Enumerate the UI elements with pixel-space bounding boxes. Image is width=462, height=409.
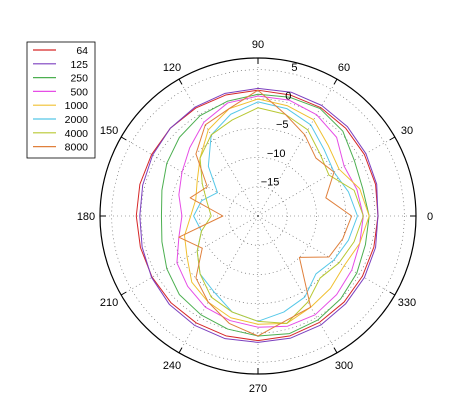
angle-tick-mark	[178, 78, 183, 85]
legend-label: 250	[70, 73, 88, 85]
grid-circle	[140, 98, 376, 334]
angle-tick-mark	[120, 136, 127, 141]
angle-tick-labels: 0 30 60 90 120 150 180 210 240 270 300 330	[77, 39, 433, 395]
angle-label: 30	[401, 125, 413, 137]
angle-label: 60	[338, 62, 350, 74]
series-line-500	[176, 95, 364, 328]
legend-label: 8000	[65, 142, 89, 154]
series-line-2000	[193, 101, 358, 322]
angle-label: 330	[398, 297, 416, 309]
legend-label: 2000	[65, 114, 89, 126]
legend-label: 64	[76, 45, 88, 57]
legend-label: 1000	[65, 100, 89, 112]
angle-label: 0	[427, 211, 433, 223]
series-line-8000	[178, 89, 353, 337]
angle-tick-mark	[389, 136, 396, 141]
angle-tick-mark	[178, 347, 183, 354]
series-line-1000	[184, 98, 370, 325]
angle-tick-mark	[333, 78, 338, 85]
polar-grid	[100, 58, 416, 374]
radial-label: 5	[291, 62, 297, 74]
grid-circle	[169, 127, 347, 305]
angle-tick-mark	[333, 347, 338, 354]
angle-tick-mark	[389, 291, 396, 296]
grid-spoke	[257, 215, 395, 296]
grid-circle	[228, 186, 288, 246]
angle-tick-mark	[120, 291, 127, 296]
legend-label: 4000	[65, 128, 89, 140]
radial-label: −5	[276, 119, 289, 131]
angle-label: 90	[252, 39, 264, 51]
series-line-250	[160, 93, 370, 337]
grid-spoke	[121, 215, 259, 296]
series-line-4000	[196, 107, 364, 324]
polar-frame	[99, 57, 417, 375]
angle-label: 300	[335, 360, 353, 372]
grid-spoke	[178, 79, 259, 217]
angle-label: 180	[77, 211, 95, 223]
angle-label: 210	[100, 297, 118, 309]
angle-label: 120	[163, 62, 181, 74]
grid-circle	[199, 157, 317, 275]
angle-label: 240	[163, 360, 181, 372]
angle-label: 150	[100, 125, 118, 137]
polar-series-lines	[135, 87, 379, 343]
grid-circle	[111, 69, 405, 363]
legend-label: 125	[70, 59, 88, 71]
radial-label: −10	[267, 148, 286, 160]
angle-label: 270	[249, 383, 267, 395]
series-line-64	[135, 89, 379, 342]
radial-label: −15	[261, 176, 280, 188]
legend-label: 500	[70, 86, 88, 98]
legend-box	[26, 41, 96, 159]
radial-tick-labels: −15 −10 −5 0 5	[261, 62, 298, 188]
series-line-125	[139, 87, 379, 343]
radial-label: 0	[285, 91, 291, 103]
